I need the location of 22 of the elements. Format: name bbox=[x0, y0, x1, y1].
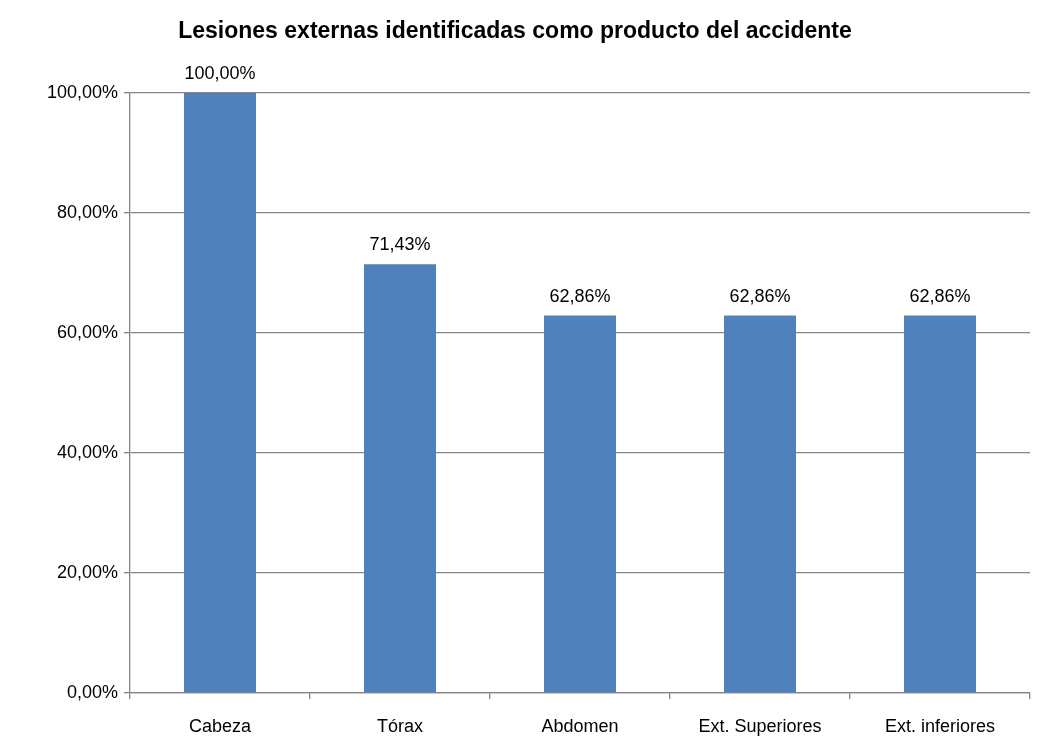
data-label: 62,86% bbox=[909, 285, 971, 306]
bar bbox=[544, 315, 616, 693]
data-label: 71,43% bbox=[369, 234, 431, 255]
y-tick-label: 100,00% bbox=[46, 81, 118, 102]
data-label: 62,86% bbox=[729, 285, 791, 306]
bar bbox=[904, 315, 976, 693]
x-tick-label: Abdomen bbox=[541, 715, 619, 736]
x-tick-label: Ext. Superiores bbox=[698, 715, 822, 736]
chart-title: Lesiones externas identificadas como producto del accidente bbox=[178, 17, 852, 44]
bar bbox=[724, 315, 796, 693]
y-tick-label: 80,00% bbox=[56, 201, 118, 222]
y-tick-label: 40,00% bbox=[56, 441, 118, 462]
bar bbox=[184, 92, 256, 693]
bar bbox=[364, 264, 436, 693]
data-label: 100,00% bbox=[184, 62, 256, 83]
x-tick-label: Cabeza bbox=[188, 715, 253, 736]
y-tick-label: 20,00% bbox=[56, 561, 118, 582]
data-label: 62,86% bbox=[549, 285, 611, 306]
y-tick-label: 60,00% bbox=[56, 321, 118, 342]
x-tick-label: Ext. inferiores bbox=[884, 715, 996, 736]
x-tick-label: Tórax bbox=[376, 715, 424, 736]
y-tick-label: 0,00% bbox=[66, 681, 118, 702]
